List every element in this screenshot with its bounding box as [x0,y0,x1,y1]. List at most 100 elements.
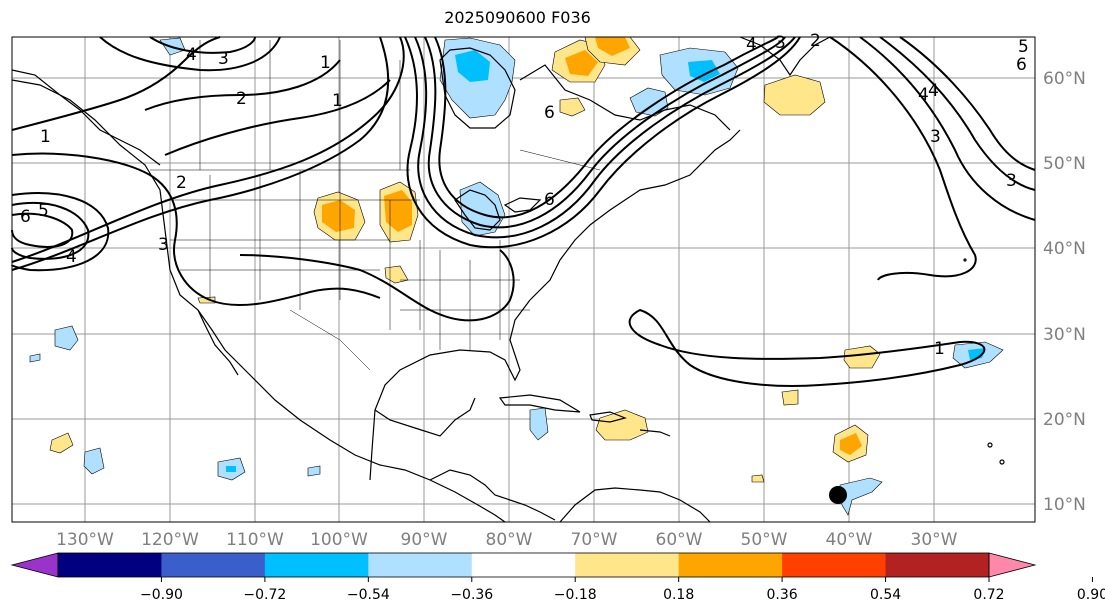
anomaly-blob-cuba [529,407,549,441]
longitude-labels: 130°W 120°W 110°W 100°W 90°W 80°W 70°W 60°W 50°W… [56,530,958,550]
map-frame [11,36,1036,523]
anomaly-blob-trop-atl-warm-core [840,433,862,455]
contour-label: 1 [332,91,343,111]
contour-jet-5 [424,36,786,229]
colorbar-segment [368,553,473,577]
graticule [12,37,1035,522]
longitude-label: 40°W [826,530,873,550]
contour-label: 3 [1006,171,1017,191]
storm-center-marker [829,486,847,504]
contour-label: 1 [320,53,331,73]
latitude-label: 40°N [1043,239,1086,259]
contour-jet-2 [11,36,405,263]
contour-label: 1 [40,127,51,147]
colorbar-label: 0.54 [870,587,901,603]
contour-label: 6 [20,207,31,227]
contour-label: 2 [810,31,821,51]
contour-label: 3 [775,33,786,53]
colorbar-segment [678,553,783,577]
anomaly-blob-quebec [629,87,669,117]
longitude-label: 60°W [656,530,703,550]
latitude-label: 30°N [1043,325,1086,345]
anomaly-blob-midwest-core [384,190,412,232]
coastlines [11,36,1005,523]
political-borders [150,40,601,371]
latitude-label: 10°N [1043,495,1086,515]
contour-pacific-3 [11,192,110,272]
contour-canada [164,79,391,156]
contour-label: 4 [918,85,929,105]
contour-ne-atl [829,36,977,281]
contour-label: 4 [186,45,197,65]
contour-label: 5 [1018,37,1029,57]
longitude-label: 110°W [226,530,284,550]
anomaly-blob-trop-small [751,474,765,483]
anomaly-blob-greenland-n-core [595,37,630,56]
anomaly-fills [29,36,1004,516]
colorbar-extend-left [10,552,59,578]
contour-label: 4 [928,81,939,101]
contour-mw [239,249,515,322]
anomaly-blob-pacific-1 [54,325,79,351]
longitude-label: 30°W [911,530,958,550]
anomaly-blob-pacific-3-core [226,466,236,472]
contour-nw-1 [11,36,221,131]
anomaly-blob-labrador-yel [559,97,586,117]
contour-pacific-low-2 [11,201,90,260]
contour-jet-4 [414,36,796,239]
longitude-label: 50°W [741,530,788,550]
colorbar-label: −0.18 [554,587,597,603]
colorbar-segment [885,553,990,577]
longitude-label: 70°W [571,530,618,550]
colorbar: −0.90 −0.72 −0.54 −0.36 −0.18 0.18 0.36 0.54 0.7… [10,552,1105,603]
map-background [12,37,1035,522]
anomaly-blob-subtrop-atl [843,345,881,369]
contour-jet-6 [434,36,779,219]
colorbar-frame [57,552,990,578]
colorbar-segment [471,553,576,577]
contour-canada-2 [144,59,341,111]
colorbar-label: 0.36 [767,587,798,603]
contour-nw-2 [99,36,281,72]
anomaly-blob-greenland-core [565,50,598,76]
colorbar-label: 0.18 [663,587,694,603]
map-title: 2025090600 F036 [444,8,591,27]
anomaly-blob-caribbean [595,409,649,441]
contour-label-group: 4 3 2 1 1 2 6 5 4 3 1 6 6 4 3 5 4 3 2 6 … [20,31,1029,359]
contour-lines [11,36,1036,387]
latitude-label: 50°N [1043,154,1086,174]
colorbar-segment [782,553,887,577]
contour-ne-atl-4 [899,36,1036,171]
anomaly-blob-plains-core [322,200,355,232]
anomaly-blob-pacific-warm [49,432,74,454]
colorbar-label: 0.72 [973,587,1004,603]
contour-label: 6 [544,190,555,210]
anomaly-blob-southern-plains [384,265,409,284]
colorbar-extend-right [988,552,1037,578]
anomaly-blob-greenland-e [763,74,826,116]
contour-label: 6 [1016,55,1027,75]
longitude-label: 100°W [310,530,368,550]
latitude-label: 20°N [1043,410,1086,430]
contour-label: 3 [930,127,941,147]
contour-pacific-low [11,212,74,248]
anomaly-blob-hudson-core [455,50,490,82]
contour-label: 3 [158,235,169,255]
latitude-labels: 60°N 50°N 40°N 30°N 20°N 10°N [1043,69,1086,515]
colorbar-segment [161,553,266,577]
contour-label: 4 [66,247,77,267]
longitude-label: 130°W [56,530,114,550]
anomaly-blob-labrador-core [688,60,720,82]
colorbar-segment [264,553,369,577]
anomaly-blob-trop-atl [839,477,883,516]
contour-nw-3 [149,36,256,54]
anomaly-blob-pacific-5 [29,353,41,363]
contour-label: 1 [934,339,945,359]
colorbar-segment [575,553,680,577]
contour-ne-atl-3 [879,36,1036,191]
contour-label: 3 [218,49,229,69]
anomaly-blob-bermuda [781,389,799,406]
contour-label: 2 [176,173,187,193]
contour-west [11,152,381,307]
